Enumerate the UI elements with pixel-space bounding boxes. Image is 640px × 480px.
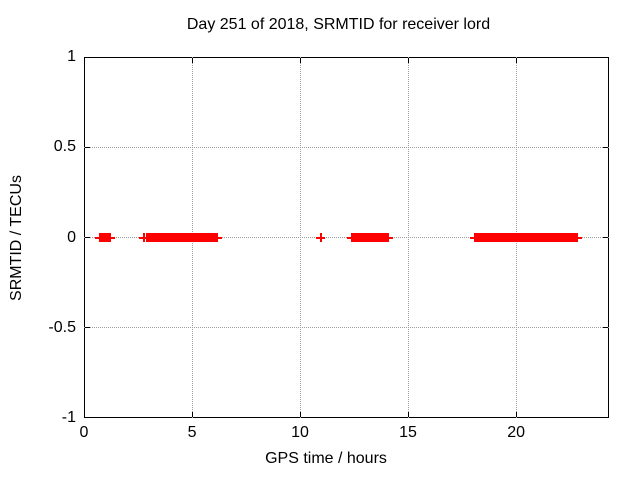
y-tick-mark [603,146,608,148]
data-segment [157,233,219,242]
y-tick-label: 1 [67,48,76,65]
data-point-marker [138,233,148,242]
x-tick-mark [191,412,193,417]
data-segment [351,233,389,242]
y-gridline [84,327,609,329]
x-tick-label: 0 [79,424,89,441]
plot-area [84,57,609,418]
x-tick-label: 20 [507,424,525,441]
x-tick-mark [191,58,193,63]
y-gridline [84,146,609,148]
plus-marker-vbar [319,233,322,242]
y-tick-label: 0.5 [53,138,76,156]
y-tick-mark [603,237,608,238]
x-tick-mark [299,412,301,417]
x-tick-label: 10 [291,424,309,441]
x-axis-label: GPS time / hours [265,450,387,467]
y-tick-label: 0 [67,228,76,246]
data-segment [98,233,111,242]
x-tick-mark [515,58,517,63]
plus-marker-vbar [142,233,145,242]
y-tick-mark [85,237,90,238]
chart-title: Day 251 of 2018, SRMTID for receiver lor… [186,16,491,33]
x-tick-mark [407,58,409,63]
data-point-marker [315,233,325,242]
y-gridline [84,237,609,238]
x-tick-label: 5 [187,424,197,441]
y-tick-mark [603,327,608,329]
data-segment [146,233,157,242]
y-tick-label: -1 [61,409,76,426]
y-tick-mark [85,327,90,329]
x-tick-mark [407,412,409,417]
data-segment [474,233,578,242]
x-tick-label: 15 [399,424,417,441]
y-tick-label: -0.5 [48,318,76,336]
x-tick-mark [299,58,301,63]
x-tick-mark [515,412,517,417]
y-tick-mark [85,146,90,148]
